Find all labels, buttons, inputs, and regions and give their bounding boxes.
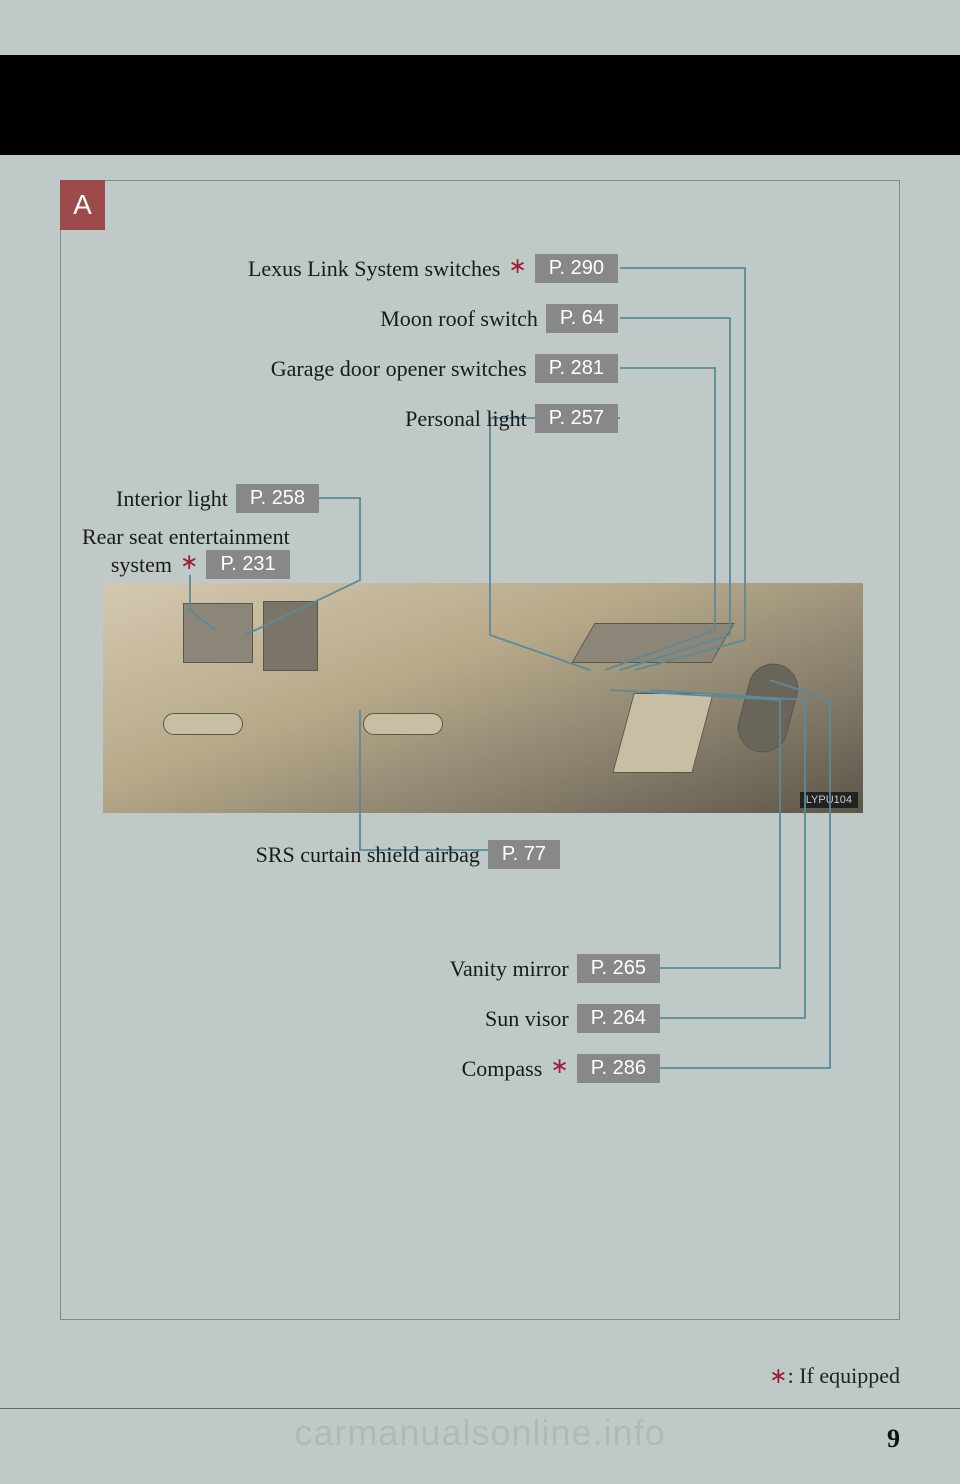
ceiling-illustration: LYPU104 [103,583,863,813]
page-reference: P. 257 [535,404,618,433]
footnote-text: : If equipped [788,1363,900,1388]
page-reference: P. 265 [577,954,660,983]
page-reference: P. 64 [546,304,618,333]
label-rear-seat: Rear seat entertainmentsystem ∗ P. 231 [82,524,290,579]
asterisk-icon: ∗ [508,253,526,279]
label-text: Interior light [116,486,228,512]
label-text: system [111,552,172,578]
label-text: Personal light [405,406,527,432]
label-text: Vanity mirror [450,956,569,982]
bottom-rule [0,1408,960,1409]
label-garage: Garage door opener switches P. 281 [271,354,618,383]
label-text: Sun visor [485,1006,569,1032]
label-sun-visor: Sun visor P. 264 [485,1004,660,1033]
page-reference: P. 231 [206,550,289,579]
label-text: Garage door opener switches [271,356,527,382]
label-text: Moon roof switch [380,306,538,332]
label-text: Compass [462,1056,543,1082]
label-moon-roof: Moon roof switch P. 64 [380,304,618,333]
label-interior-light: Interior light P. 258 [116,484,319,513]
watermark: carmanualsonline.info [0,1412,960,1454]
top-banner [0,55,960,155]
page-reference: P. 258 [236,484,319,513]
page-reference: P. 264 [577,1004,660,1033]
label-text: SRS curtain shield airbag [256,842,480,868]
section-tab: A [60,180,105,230]
page-reference: P. 290 [535,254,618,283]
label-text: Rear seat entertainment [82,524,290,550]
footnote: ∗: If equipped [769,1363,900,1389]
label-vanity: Vanity mirror P. 265 [450,954,660,983]
label-text: Lexus Link System switches [248,256,500,282]
page-reference: P. 286 [577,1054,660,1083]
asterisk-icon: ∗ [180,549,198,575]
label-personal-light: Personal light P. 257 [405,404,618,433]
page-reference: P. 281 [535,354,618,383]
label-srs: SRS curtain shield airbag P. 77 [256,840,560,869]
label-compass: Compass ∗ P. 286 [462,1054,660,1083]
page-reference: P. 77 [488,840,560,869]
footnote-asterisk: ∗ [769,1363,787,1388]
label-lexus-link: Lexus Link System switches ∗ P. 290 [248,254,618,283]
illustration-code: LYPU104 [800,792,858,808]
asterisk-icon: ∗ [550,1053,568,1079]
